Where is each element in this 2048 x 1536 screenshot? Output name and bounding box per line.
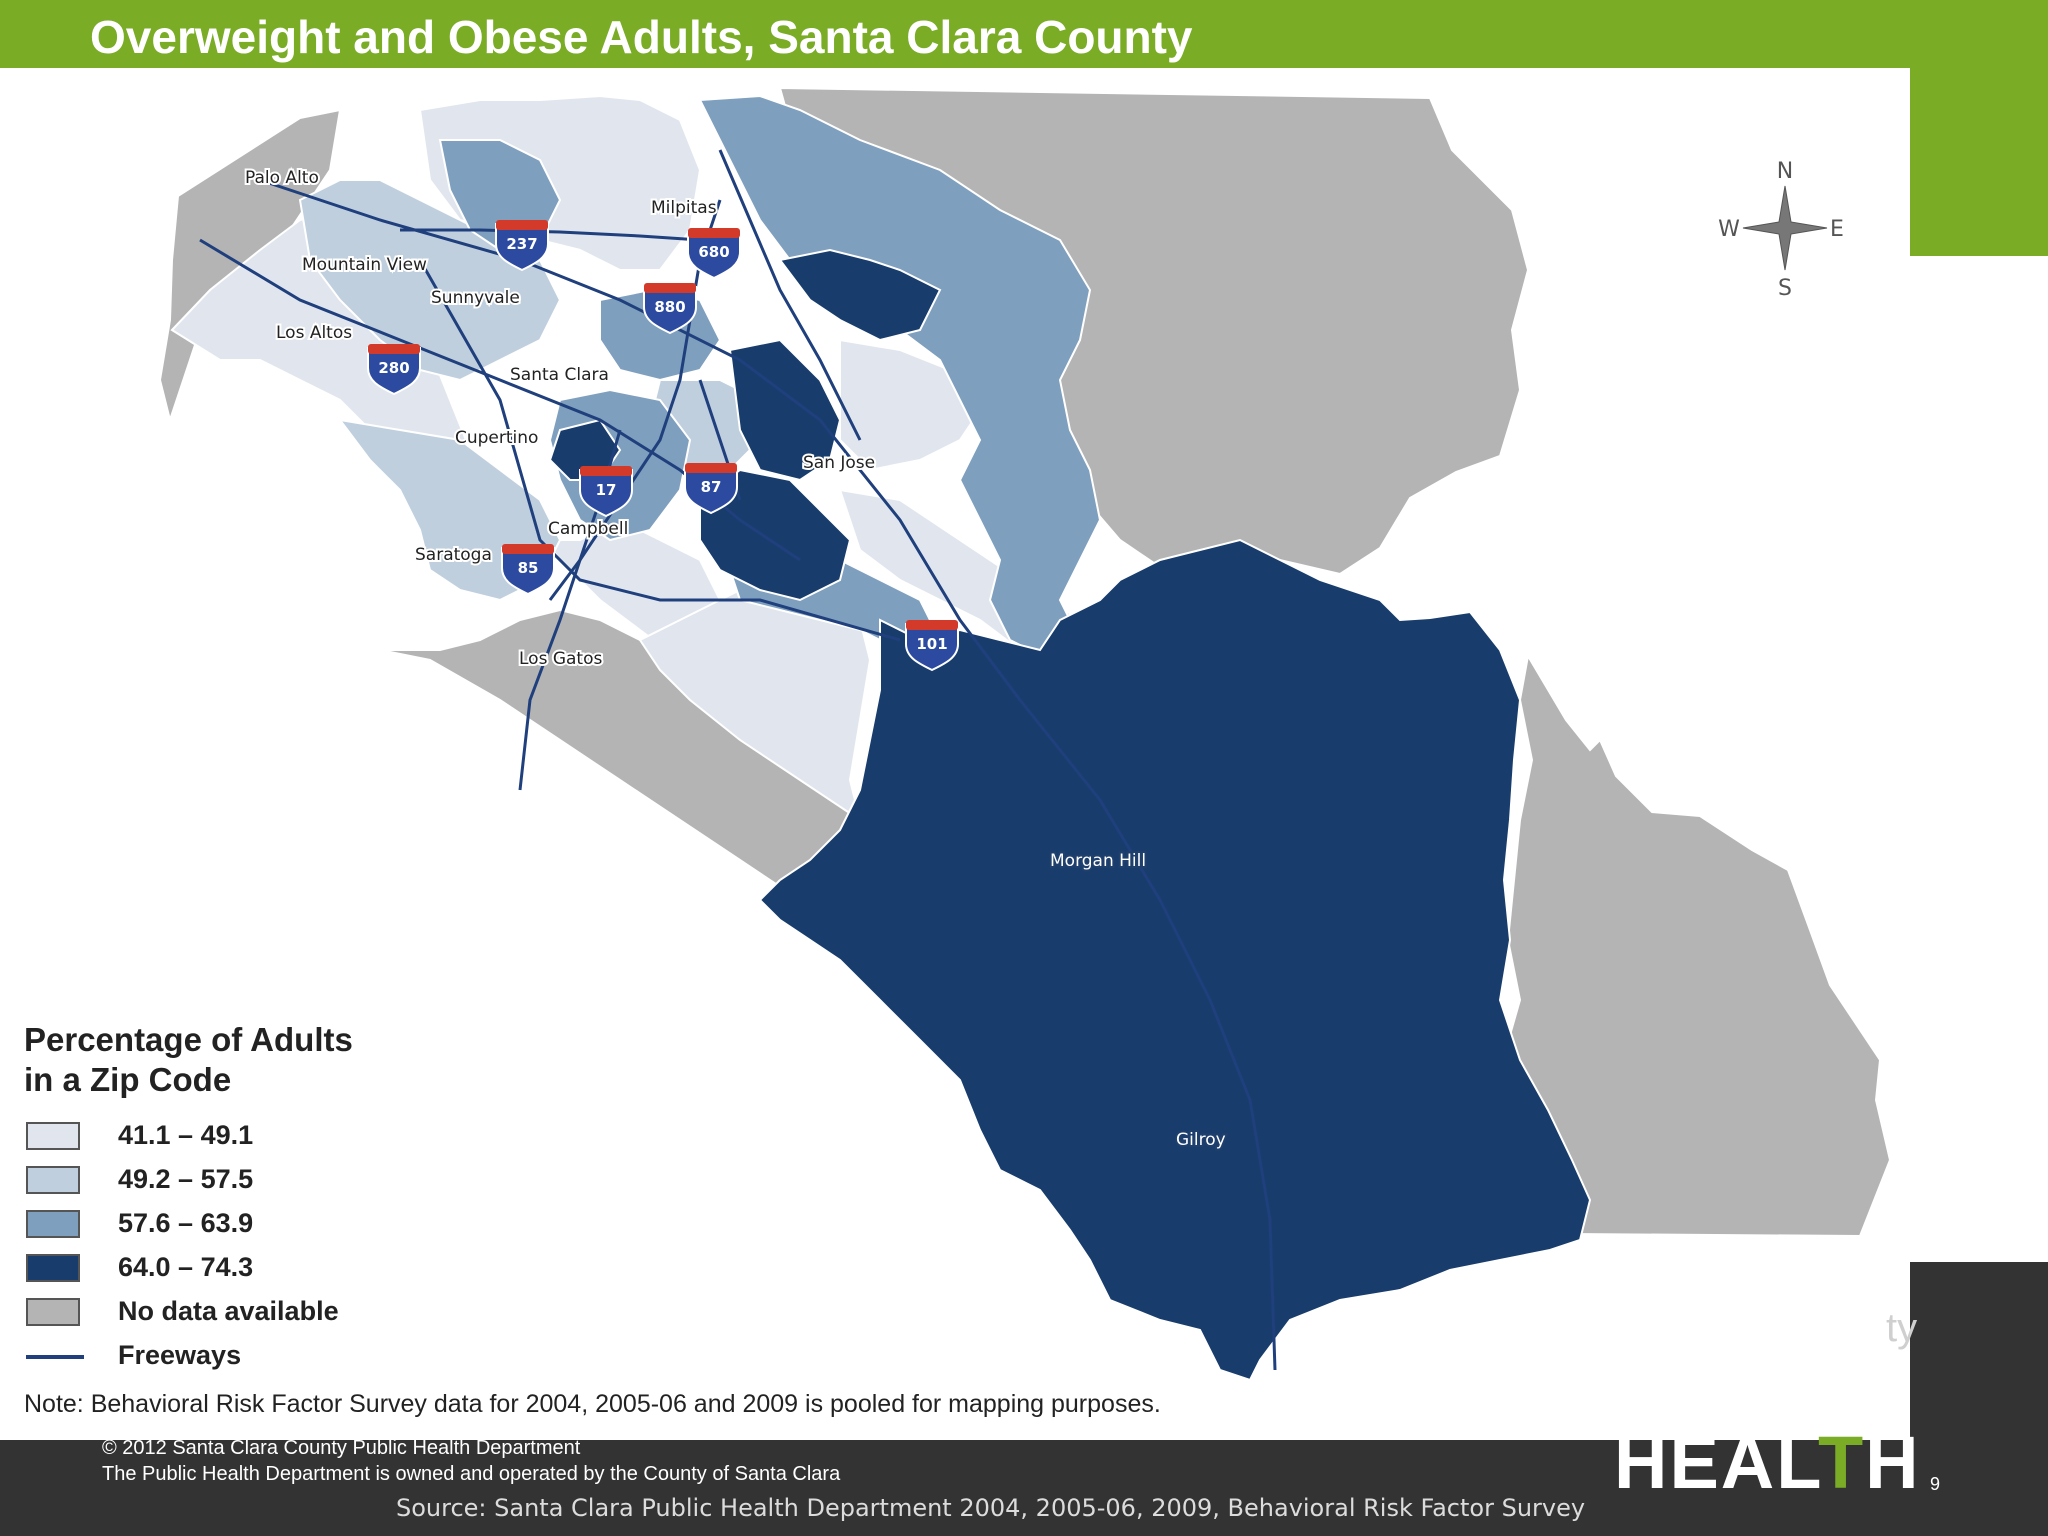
legend-label-no-data: No data available <box>118 1296 339 1326</box>
city-label-campbell: Campbell <box>548 519 628 539</box>
legend-label-class2: 49.2 – 57.5 <box>118 1164 254 1194</box>
shield-87-number: 87 <box>701 478 722 496</box>
city-label-los-altos: Los Altos <box>276 323 352 343</box>
footer-bar <box>0 1440 2048 1536</box>
legend-swatch-class4 <box>26 1254 80 1282</box>
legend-label-class4: 64.0 – 74.3 <box>118 1252 254 1282</box>
shield-680-number: 680 <box>698 243 729 261</box>
region-no-data-southeast <box>1498 653 1892 1238</box>
freeway-85 <box>418 259 901 642</box>
footer-ownership: The Public Health Department is owned an… <box>102 1463 841 1485</box>
map-legend: Percentage of Adults in a Zip Code 41.1 … <box>24 1020 1161 1418</box>
legend-item-no-data: No data available <box>24 1292 1124 1336</box>
logo-word-end: H <box>1865 1421 1921 1504</box>
shield-85: 85 <box>501 544 555 596</box>
title-bar: Overweight and Obese Adults, Santa Clara… <box>0 0 2048 68</box>
compass-star-icon <box>1742 185 1828 271</box>
region-class4-east-sj <box>778 248 942 342</box>
shield-280: 280 <box>367 344 421 396</box>
compass-south: S <box>1778 276 1792 301</box>
shield-280-number: 280 <box>378 359 409 377</box>
legend-label-class1: 41.1 – 49.1 <box>118 1120 254 1150</box>
city-label-gilroy: Gilroy <box>1176 1130 1226 1150</box>
map-panel: Palo Alto Milpitas Mountain View Sunnyva… <box>0 68 1910 1440</box>
shield-87: 87 <box>684 463 738 515</box>
legend-swatch-no-data <box>26 1298 80 1326</box>
shield-101-number: 101 <box>916 635 947 653</box>
shield-680: 680 <box>687 228 741 280</box>
logo-partial-text: ty <box>1886 1306 1918 1350</box>
brand-accent-block <box>1910 0 2048 256</box>
city-label-san-jose: San Jose <box>803 453 875 473</box>
compass-east: E <box>1830 217 1844 242</box>
freeway-680 <box>718 149 862 441</box>
page-number: 9 <box>1930 1474 1941 1494</box>
freeway-237 <box>400 228 701 242</box>
legend-label-freeways: Freeways <box>118 1340 242 1370</box>
source-citation: Source: Santa Clara Public Health Depart… <box>396 1494 1586 1522</box>
legend-freeway-line <box>26 1355 84 1359</box>
legend-swatch-class3 <box>26 1210 80 1238</box>
city-label-sunnyvale: Sunnyvale <box>431 288 520 308</box>
city-label-cupertino: Cupertino <box>455 428 538 448</box>
legend-item-class4: 64.0 – 74.3 <box>24 1248 1124 1292</box>
logo-word-accent: T <box>1817 1421 1866 1504</box>
city-label-palo-alto: Palo Alto <box>245 168 319 188</box>
legend-swatch-class2 <box>26 1166 80 1194</box>
city-label-los-gatos: Los Gatos <box>519 649 602 669</box>
city-label-santa-clara: Santa Clara <box>510 365 609 385</box>
legend-title: Percentage of Adults in a Zip Code <box>24 1020 384 1100</box>
region-class1-east-sj <box>839 338 982 472</box>
page-title: Overweight and Obese Adults, Santa Clara… <box>90 11 1193 63</box>
compass-rose: N S E W <box>1718 159 1844 301</box>
compass-west: W <box>1718 217 1740 242</box>
shield-85-number: 85 <box>518 559 539 577</box>
shield-101: 101 <box>905 620 959 672</box>
zip-code-map: Palo Alto Milpitas Mountain View Sunnyva… <box>158 86 1892 1382</box>
shield-17-number: 17 <box>596 481 617 499</box>
freeway-280 <box>199 238 801 562</box>
shield-880-number: 880 <box>654 298 685 316</box>
legend-item-freeways: Freeways <box>24 1336 1124 1380</box>
city-label-morgan-hill: Morgan Hill <box>1050 851 1146 871</box>
region-class4-south-sj <box>699 468 852 602</box>
legend-title-line1: Percentage of Adults <box>24 1021 353 1058</box>
legend-item-class1: 41.1 – 49.1 <box>24 1116 1124 1160</box>
footer-copyright: © 2012 Santa Clara County Public Health … <box>102 1437 581 1459</box>
city-label-mountain-view: Mountain View <box>302 255 427 275</box>
city-label-milpitas: Milpitas <box>651 198 717 218</box>
legend-label-class3: 57.6 – 63.9 <box>118 1208 254 1238</box>
logo-word-start: HEAL <box>1614 1421 1818 1504</box>
legend-title-line2: in a Zip Code <box>24 1061 232 1098</box>
legend-item-class3: 57.6 – 63.9 <box>24 1204 1124 1248</box>
shield-237-number: 237 <box>506 235 537 253</box>
shield-237: 237 <box>495 220 549 272</box>
region-class4-south-county <box>758 538 1592 1382</box>
legend-item-class2: 49.2 – 57.5 <box>24 1160 1124 1204</box>
shield-17: 17 <box>579 466 633 518</box>
compass-north: N <box>1777 159 1793 184</box>
freeway-101 <box>259 178 1277 1371</box>
city-label-saratoga: Saratoga <box>415 545 492 565</box>
legend-swatch-class1 <box>26 1122 80 1150</box>
public-health-logo: HEALTH <box>1614 1420 1921 1505</box>
legend-note: Note: Behavioral Risk Factor Survey data… <box>24 1390 1161 1418</box>
shield-880: 880 <box>643 283 697 335</box>
